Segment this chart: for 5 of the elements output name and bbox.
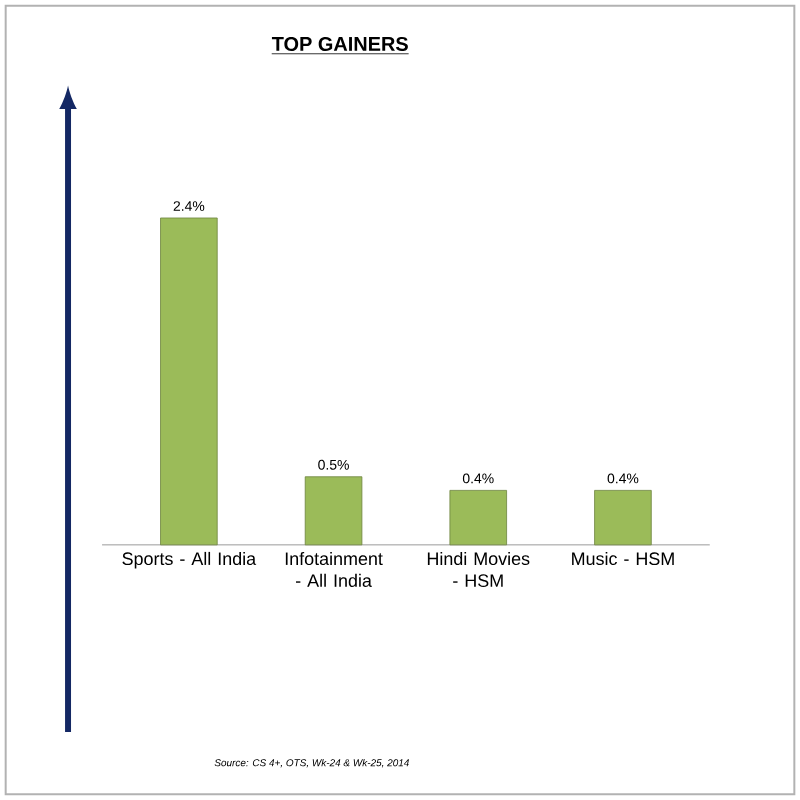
x-tick-label: Hindi Movies - HSM: [427, 551, 530, 587]
x-tick-label: Infotainment - All India: [285, 551, 383, 587]
x-tick-label: Music - HSM: [572, 551, 674, 566]
x-tick-label: Sports - All India: [122, 551, 257, 569]
chart-title: TOP GAINERS: [271, 36, 408, 51]
